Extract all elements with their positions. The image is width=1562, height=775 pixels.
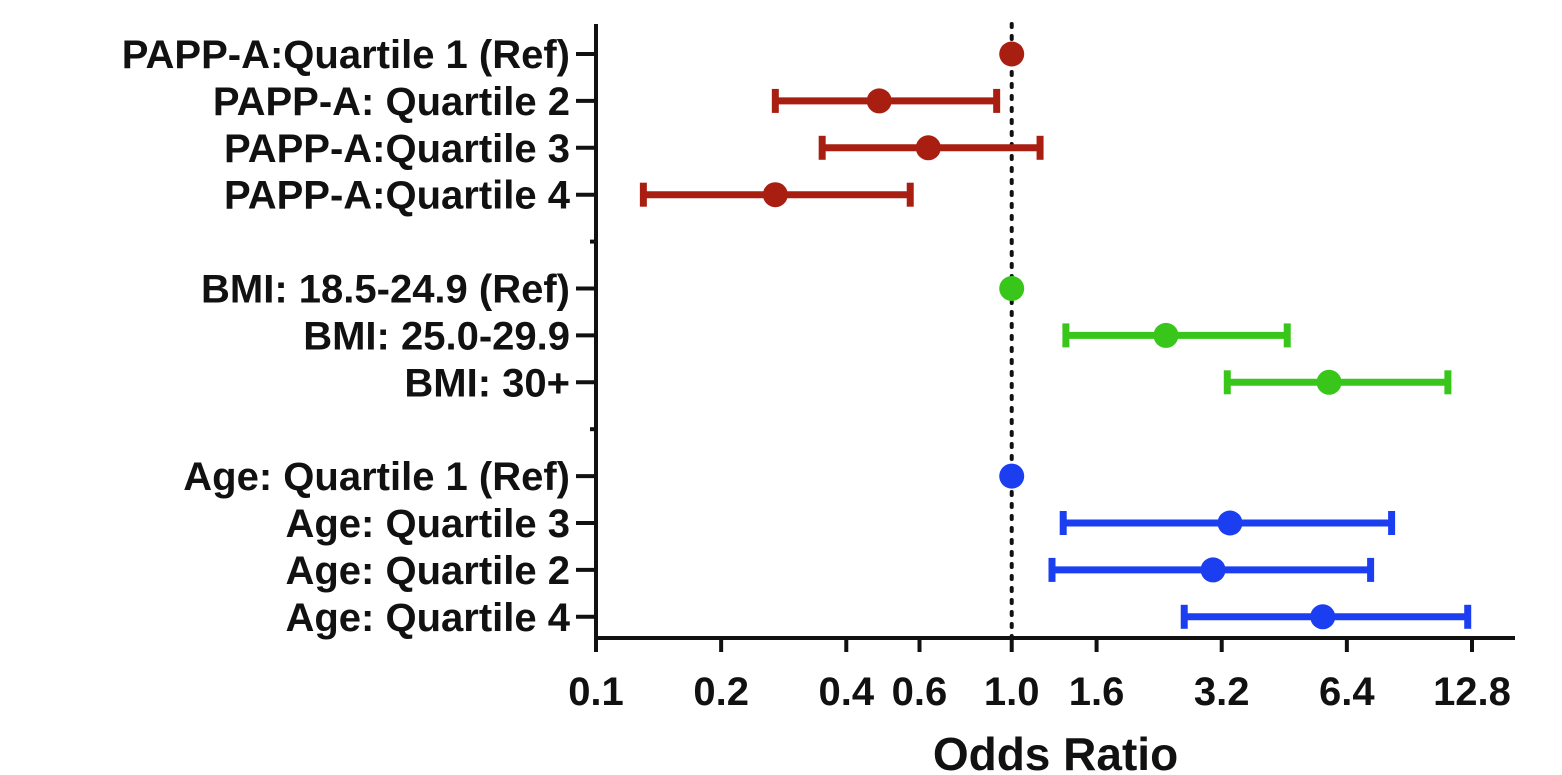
x-tick-label: 3.2: [1194, 670, 1250, 714]
odds-ratio-point: [1200, 557, 1226, 583]
odds-ratio-point: [999, 463, 1025, 489]
odds-ratio-point: [1310, 604, 1336, 630]
odds-ratio-point: [1153, 322, 1179, 348]
row-label: PAPP-A:Quartile 3: [224, 127, 570, 171]
row-label: PAPP-A: Quartile 2: [213, 80, 570, 124]
odds-ratio-point: [999, 41, 1025, 67]
row-label: BMI: 30+: [404, 361, 570, 405]
odds-ratio-point: [1316, 369, 1342, 395]
x-tick-label: 0.4: [818, 670, 874, 714]
odds-ratio-point: [999, 276, 1025, 301]
odds-ratio-point: [762, 182, 788, 208]
row-label: BMI: 18.5-24.9 (Ref): [201, 268, 570, 312]
axes: 0.1 0.2 0.4 0.6 1.0 1.6 3.2 6.4 12.8: [568, 22, 1515, 714]
x-tick-label: 1.6: [1069, 670, 1125, 714]
odds-ratio-point: [866, 88, 892, 114]
row-labels: PAPP-A:Quartile 1 (Ref)PAPP-A: Quartile …: [122, 33, 571, 640]
row-label: Age: Quartile 2: [285, 549, 570, 593]
row-label: BMI: 25.0-29.9: [303, 314, 570, 358]
odds-ratio-point: [915, 135, 941, 161]
plot-marks: [639, 41, 1472, 630]
row-label: Age: Quartile 1 (Ref): [183, 455, 570, 499]
x-tick-label: 1.0: [984, 670, 1040, 714]
row-label: Age: Quartile 4: [285, 596, 570, 640]
x-axis-title: Odds Ratio: [933, 728, 1178, 775]
x-tick-label: 12.8: [1433, 670, 1511, 714]
x-tick-label: 6.4: [1319, 670, 1375, 714]
x-tick-label: 0.1: [568, 670, 624, 714]
row-label: PAPP-A:Quartile 1 (Ref): [122, 33, 570, 77]
odds-ratio-point: [1217, 510, 1243, 536]
row-label: Age: Quartile 3: [285, 502, 570, 546]
row-label: PAPP-A:Quartile 4: [224, 174, 571, 218]
x-tick-label: 0.6: [892, 670, 948, 714]
x-tick-label: 0.2: [693, 670, 749, 714]
